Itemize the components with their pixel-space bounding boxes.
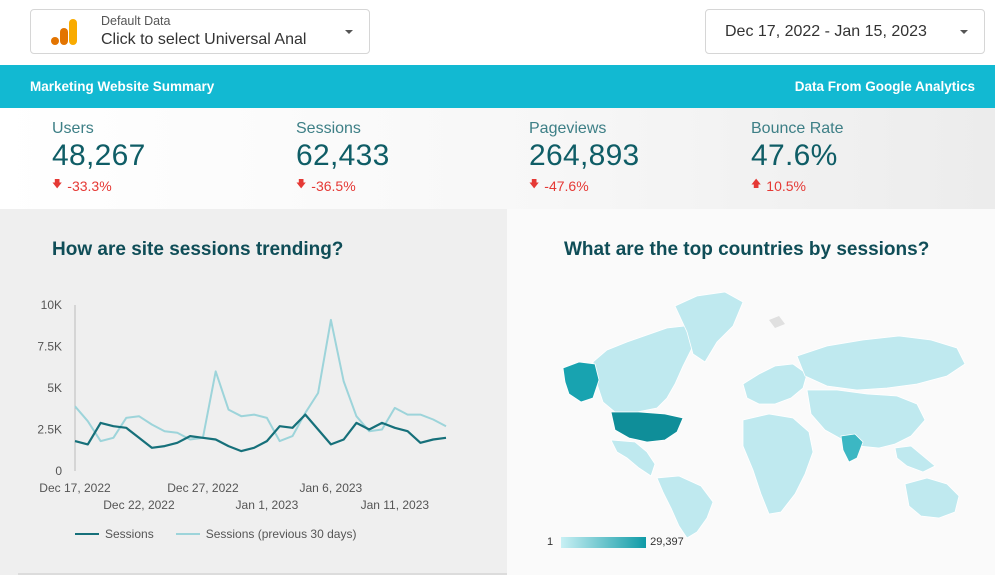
map-region-india (840, 433, 864, 463)
y-tick-label: 7.5K (37, 340, 62, 354)
x-tick-label: Dec 17, 2022 (39, 481, 111, 495)
world-map[interactable] (507, 280, 995, 540)
kpi-label: Sessions (296, 120, 361, 137)
trend-panel-title: How are site sessions trending? (52, 239, 344, 260)
legend-label: Sessions (previous 30 days) (205, 527, 357, 541)
series-line-sessions[interactable] (74, 413, 447, 453)
map-region-se-asia (894, 445, 936, 473)
map-region-asia (806, 389, 926, 449)
map-region-australia (904, 477, 960, 519)
map-region-europe (742, 363, 808, 405)
map-region-united-states (610, 411, 684, 443)
x-tick-label: Jan 6, 2023 (300, 481, 363, 495)
chevron-down-icon (345, 29, 353, 34)
x-tick-label: Jan 11, 2023 (361, 498, 430, 512)
map-region-greenland (674, 291, 744, 363)
data-source-label: Default Data (101, 13, 171, 28)
series-line-previous[interactable] (74, 318, 447, 443)
sessions-trend-panel (0, 209, 507, 575)
legend-item-sessions[interactable]: Sessions (75, 527, 154, 541)
kpi-value: 62,433 (296, 139, 390, 172)
header-band: Marketing Website Summary Data From Goog… (0, 65, 995, 108)
kpi-delta-value: -47.6% (544, 177, 589, 194)
kpi-value: 264,893 (529, 139, 640, 172)
chart-legend: Sessions Sessions (previous 30 days) (75, 527, 378, 541)
map-color-scale: 1 29,397 (547, 536, 684, 548)
kpi-row: Users 48,267 🡇 -33.3% Sessions 62,433 🡇 … (0, 108, 995, 209)
kpi-label: Bounce Rate (751, 120, 844, 137)
y-tick-label: 0 (55, 464, 62, 478)
kpi-users: Users 48,267 🡇 -33.3% (52, 120, 146, 194)
map-region-canada (592, 325, 698, 413)
kpi-delta-value: 10.5% (766, 177, 806, 194)
scale-min: 1 (547, 536, 554, 548)
map-region-svalbard (769, 316, 785, 328)
kpi-delta: 🡇 -33.3% (52, 177, 146, 194)
arrow-down-icon: 🡇 (52, 179, 63, 190)
kpi-pageviews: Pageviews 264,893 🡇 -47.6% (529, 120, 640, 194)
legend-swatch-previous (175, 533, 200, 535)
report-title: Marketing Website Summary (30, 79, 215, 94)
map-region-africa (742, 413, 814, 515)
arrow-down-icon: 🡇 (529, 179, 540, 190)
kpi-delta-value: -36.5% (311, 177, 356, 194)
y-tick-label: 2.5K (37, 423, 62, 437)
map-region-mexico (610, 439, 656, 477)
map-region-south-america (656, 475, 714, 539)
kpi-delta: 🡅 10.5% (751, 177, 844, 194)
x-tick-label: Dec 27, 2022 (167, 481, 239, 495)
kpi-value: 47.6% (751, 139, 838, 172)
legend-item-previous[interactable]: Sessions (previous 30 days) (175, 527, 357, 541)
kpi-bounce-rate: Bounce Rate 47.6% 🡅 10.5% (751, 120, 844, 194)
kpi-label: Users (52, 120, 94, 137)
scale-max: 29,397 (650, 536, 684, 548)
scale-gradient (561, 536, 647, 548)
kpi-value: 48,267 (52, 139, 146, 172)
kpi-delta: 🡇 -47.6% (529, 177, 640, 194)
y-tick-label: 5K (47, 381, 62, 395)
google-analytics-icon (51, 18, 77, 45)
date-range-picker[interactable]: Dec 17, 2022 - Jan 15, 2023 (705, 9, 985, 54)
kpi-sessions: Sessions 62,433 🡇 -36.5% (296, 120, 390, 194)
x-tick-label: Jan 1, 2023 (236, 498, 299, 512)
arrow-up-icon: 🡅 (751, 179, 762, 190)
data-source-picker[interactable]: Default Data Click to select Universal A… (30, 9, 370, 54)
kpi-delta-value: -33.3% (67, 177, 112, 194)
map-region-alaska (562, 361, 600, 403)
date-range-value: Dec 17, 2022 - Jan 15, 2023 (725, 22, 927, 40)
arrow-down-icon: 🡇 (296, 179, 307, 190)
y-tick-label: 10K (41, 298, 62, 312)
legend-label: Sessions (105, 527, 154, 541)
map-panel-title: What are the top countries by sessions? (564, 239, 930, 260)
legend-swatch-sessions (75, 533, 99, 535)
chevron-down-icon (960, 29, 968, 34)
data-source-note: Data From Google Analytics (794, 79, 975, 94)
map-region-russia (796, 335, 966, 391)
data-source-value: Click to select Universal Anal (101, 30, 307, 48)
kpi-delta: 🡇 -36.5% (296, 177, 390, 194)
kpi-label: Pageviews (529, 120, 607, 137)
sessions-trend-chart[interactable]: 10K 7.5K 5K 2.5K 0 Dec 17, 2022 Dec 27, 2022 Ja… (0, 0, 507, 575)
x-tick-label: Dec 22, 2022 (103, 498, 175, 512)
